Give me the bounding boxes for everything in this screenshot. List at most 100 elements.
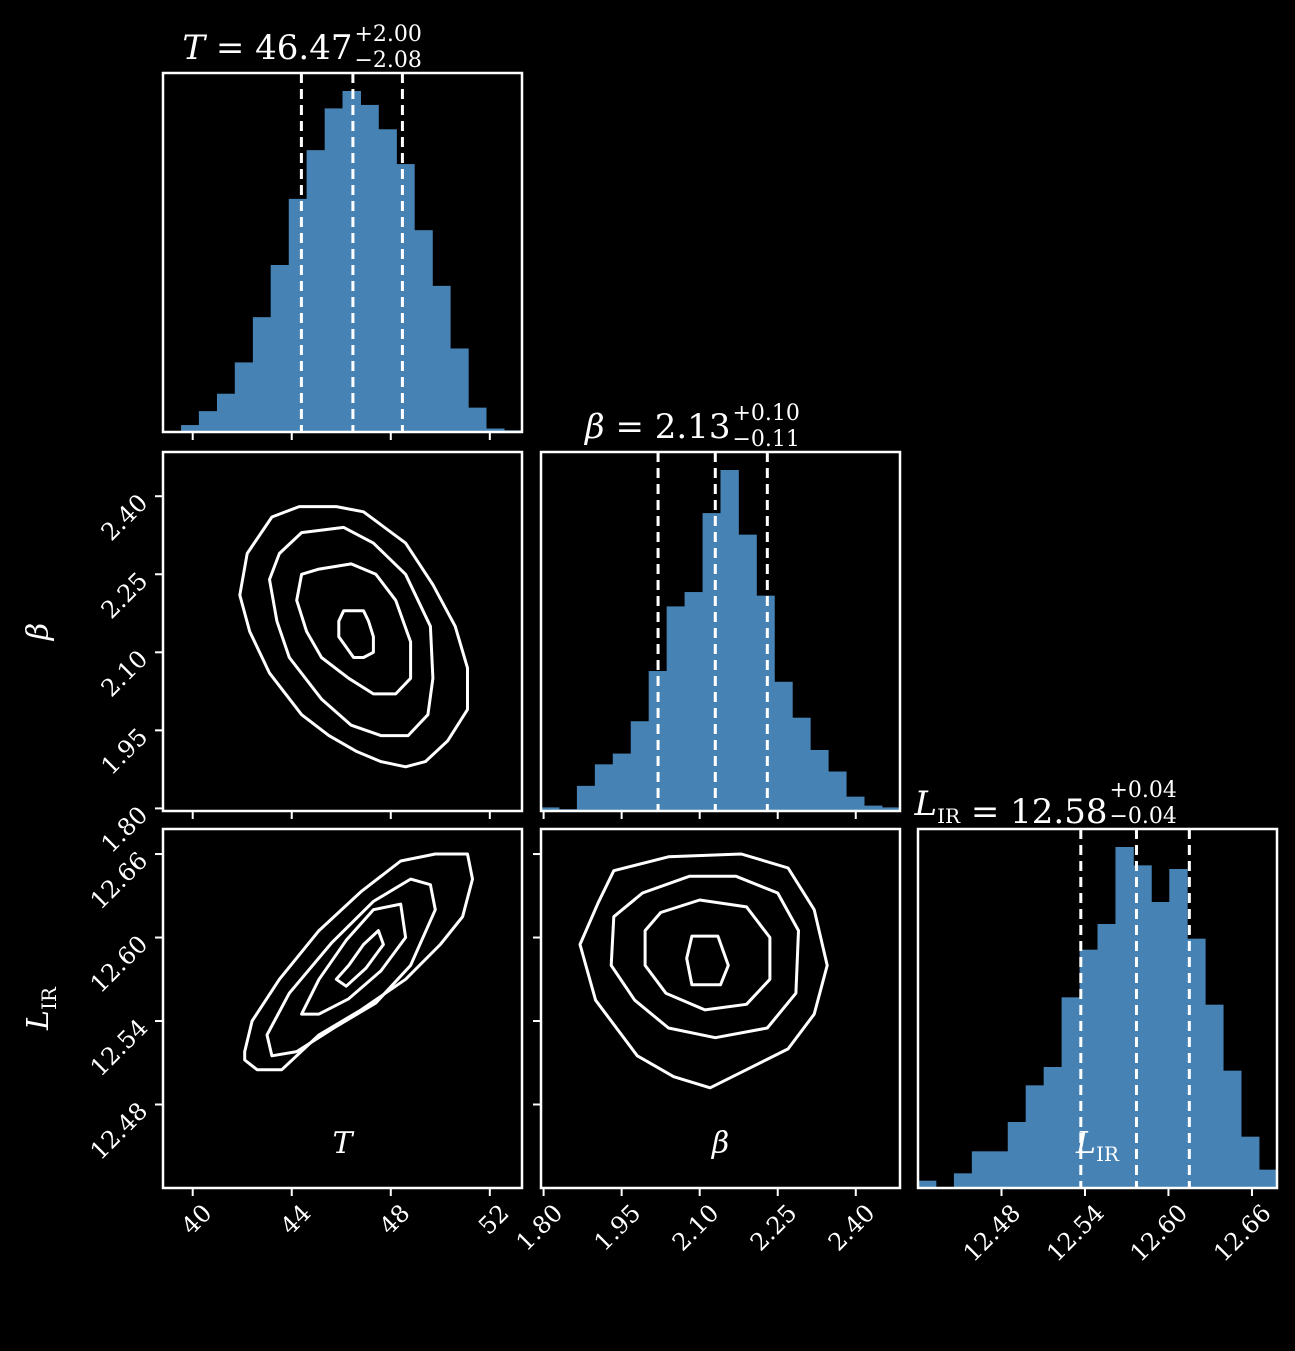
hist-bar-T xyxy=(234,362,254,432)
hist-bar-LIR xyxy=(918,1180,937,1188)
contour-level-2 xyxy=(295,562,413,696)
axis-symbol: T xyxy=(332,1126,354,1161)
panel-frame xyxy=(161,827,524,1190)
hist-bar-beta xyxy=(882,807,900,811)
hist-bar-LIR xyxy=(1079,949,1098,1188)
contour-level-4 xyxy=(578,852,829,1090)
title-symbol: L xyxy=(914,784,938,824)
histogram-T xyxy=(181,73,522,432)
contour-level-1 xyxy=(685,934,730,987)
hist-bar-beta xyxy=(774,681,793,811)
hist-bar-T xyxy=(324,108,343,432)
hist-bar-T xyxy=(306,150,326,432)
hist-bar-LIR xyxy=(1241,1136,1260,1188)
title-LIR: LIR = 12.58+0.04−0.04 xyxy=(914,778,1177,832)
title-median: 46.47 xyxy=(255,28,352,68)
hist-bar-T xyxy=(378,129,397,432)
title-symbol: β xyxy=(583,407,605,447)
title-err-minus: −0.11 xyxy=(733,427,800,452)
contour-level-4 xyxy=(238,505,469,769)
hist-bar-beta xyxy=(792,717,811,811)
hist-bar-T xyxy=(252,317,272,432)
contour-level-1 xyxy=(337,609,375,659)
hist-bar-LIR xyxy=(1097,924,1116,1188)
axis-symbol: L xyxy=(21,1010,56,1031)
axis-subscript: IR xyxy=(1096,1142,1120,1166)
hist-bar-LIR xyxy=(1259,1169,1277,1188)
title-beta: β = 2.13 +0.10−0.11 xyxy=(583,401,800,452)
x-axis-label-LIR: LIR xyxy=(1075,1126,1120,1166)
x-axis-label-beta: β xyxy=(711,1126,729,1161)
panel-frame xyxy=(161,450,524,813)
hist-bar-beta xyxy=(720,470,739,811)
hist-bar-LIR xyxy=(1151,902,1170,1188)
title-median: 2.13 xyxy=(655,407,731,447)
contour-level-4 xyxy=(243,852,474,1072)
hist-bar-LIR xyxy=(1007,1122,1027,1188)
hist-bar-beta xyxy=(594,764,614,811)
title-main: β = 2.13 xyxy=(583,407,730,447)
contour-level-3 xyxy=(609,874,800,1040)
hist-bar-T xyxy=(198,411,218,432)
title-median: 12.58 xyxy=(1010,792,1107,832)
axis-symbol: β xyxy=(21,623,56,641)
hist-bar-T xyxy=(360,104,379,432)
hist-bar-LIR xyxy=(989,1151,1009,1188)
hist-bar-beta xyxy=(810,749,829,811)
hist-bar-beta xyxy=(702,513,721,811)
hist-bar-T xyxy=(288,198,307,432)
contour-panel-T-LIR xyxy=(243,852,474,1072)
hist-bar-T xyxy=(432,285,451,432)
hist-bar-T xyxy=(216,393,236,432)
panel-frame xyxy=(916,827,1279,1190)
hist-bar-beta xyxy=(864,805,883,811)
title-err-minus: −2.08 xyxy=(355,48,422,73)
title-err-plus: +0.04 xyxy=(1110,778,1177,803)
title-err-plus: +0.10 xyxy=(733,401,800,426)
hist-bar-T xyxy=(414,230,433,432)
y-axis-label-LIR: LIR xyxy=(21,986,61,1031)
hist-bar-T xyxy=(486,428,505,432)
contour-level-3 xyxy=(268,525,435,738)
title-equals: = xyxy=(960,792,1010,832)
panel-frame xyxy=(539,827,902,1190)
hist-bar-beta xyxy=(612,753,632,811)
axis-subscript: IR xyxy=(37,986,61,1010)
hist-bar-beta xyxy=(630,721,650,811)
title-equals: = xyxy=(605,407,655,447)
title-subscript: IR xyxy=(937,804,961,828)
hist-bar-LIR xyxy=(1115,847,1134,1188)
title-T: T = 46.47 +2.00−2.08 xyxy=(182,22,422,73)
y-axis-label-beta: β xyxy=(21,623,56,641)
hist-bar-LIR xyxy=(1025,1085,1045,1188)
hist-bar-LIR xyxy=(953,1173,973,1188)
hist-bar-beta xyxy=(541,807,560,811)
contour-level-3 xyxy=(265,877,437,1058)
contour-panel-beta-LIR xyxy=(578,852,829,1090)
hist-bar-T xyxy=(342,91,361,432)
title-err-plus: +2.00 xyxy=(355,22,422,47)
contour-level-2 xyxy=(300,902,408,1016)
x-axis-label-T: T xyxy=(332,1126,354,1161)
hist-bar-T xyxy=(181,425,200,432)
hist-bar-beta xyxy=(738,534,757,811)
histogram-beta xyxy=(541,452,900,811)
hist-bar-LIR xyxy=(1187,938,1206,1188)
hist-bar-T xyxy=(396,164,415,432)
hist-bar-LIR xyxy=(1223,1070,1242,1188)
hist-bar-LIR xyxy=(971,1151,991,1188)
contour-level-2 xyxy=(643,898,772,1012)
hist-bar-beta xyxy=(684,592,703,811)
hist-bar-beta xyxy=(828,771,847,811)
contour-level-1 xyxy=(334,929,385,988)
hist-bar-T xyxy=(450,348,469,432)
hist-bar-LIR xyxy=(1169,869,1188,1188)
panel-frame xyxy=(161,71,524,434)
hist-bar-beta xyxy=(756,595,775,811)
hist-bar-T xyxy=(270,264,290,432)
title-equals: = xyxy=(205,28,255,68)
histogram-LIR xyxy=(918,829,1277,1188)
axis-symbol: L xyxy=(1075,1126,1096,1161)
title-main: LIR = 12.58 xyxy=(914,784,1108,832)
